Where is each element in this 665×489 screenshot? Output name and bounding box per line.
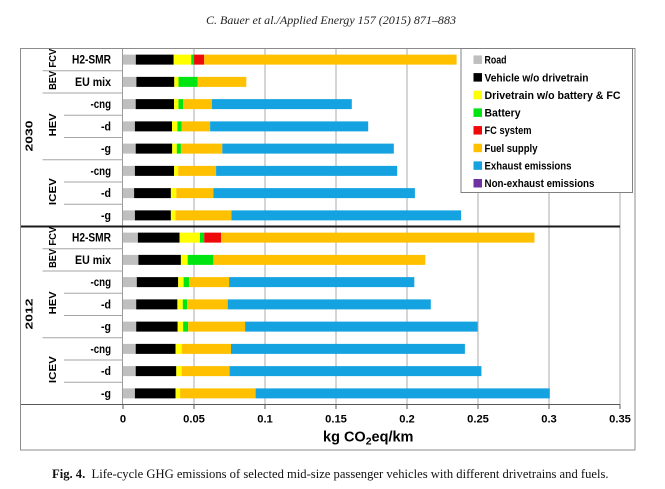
svg-text:0.1: 0.1 bbox=[257, 413, 273, 425]
svg-text:-d: -d bbox=[101, 299, 111, 311]
svg-text:-cng: -cng bbox=[91, 344, 112, 356]
svg-text:Battery: Battery bbox=[485, 108, 522, 120]
svg-text:0: 0 bbox=[120, 413, 126, 425]
svg-text:Non-exhaust emissions: Non-exhaust emissions bbox=[485, 178, 595, 190]
svg-text:Vehicle w/o drivetrain: Vehicle w/o drivetrain bbox=[485, 72, 589, 84]
svg-text:BEV: BEV bbox=[47, 71, 59, 90]
svg-text:0.25: 0.25 bbox=[467, 413, 489, 425]
svg-text:0.15: 0.15 bbox=[325, 413, 347, 425]
svg-text:-g: -g bbox=[101, 144, 111, 156]
svg-text:BEV: BEV bbox=[47, 249, 59, 268]
svg-text:2012: 2012 bbox=[24, 298, 36, 329]
svg-text:H2-SMR: H2-SMR bbox=[72, 233, 112, 245]
svg-text:2030: 2030 bbox=[24, 120, 36, 151]
svg-text:0.35: 0.35 bbox=[609, 413, 631, 425]
svg-text:0.05: 0.05 bbox=[183, 413, 205, 425]
svg-text:-cng: -cng bbox=[91, 166, 112, 178]
svg-text:EU mix: EU mix bbox=[75, 77, 112, 89]
svg-text:-d: -d bbox=[101, 188, 111, 200]
svg-text:HEV: HEV bbox=[47, 291, 59, 314]
svg-text:ICEV: ICEV bbox=[47, 356, 59, 383]
svg-text:H2-SMR: H2-SMR bbox=[72, 55, 112, 67]
svg-text:FC system: FC system bbox=[485, 125, 532, 137]
svg-text:FCV: FCV bbox=[47, 49, 59, 68]
svg-text:ICEV: ICEV bbox=[47, 178, 59, 205]
svg-text:-g: -g bbox=[101, 210, 111, 222]
svg-text:Drivetrain w/o battery & FC: Drivetrain w/o battery & FC bbox=[485, 90, 621, 102]
svg-text:-g: -g bbox=[101, 322, 111, 334]
svg-text:FCV: FCV bbox=[47, 227, 59, 246]
svg-text:C. Bauer et al./Applied Energy: C. Bauer et al./Applied Energy 157 (2015… bbox=[206, 13, 456, 27]
svg-text:Fuel supply: Fuel supply bbox=[485, 143, 539, 155]
svg-text:kg CO2eq/km: kg CO2eq/km bbox=[323, 430, 413, 448]
svg-text:EU mix: EU mix bbox=[75, 255, 112, 267]
svg-text:-d: -d bbox=[101, 121, 111, 133]
svg-text:-cng: -cng bbox=[91, 99, 112, 111]
svg-text:HEV: HEV bbox=[47, 113, 59, 136]
svg-text:Road: Road bbox=[485, 55, 507, 67]
svg-text:0.3: 0.3 bbox=[541, 413, 557, 425]
svg-text:-g: -g bbox=[101, 388, 111, 400]
svg-text:-d: -d bbox=[101, 366, 111, 378]
svg-text:-cng: -cng bbox=[91, 277, 112, 289]
svg-text:0.2: 0.2 bbox=[399, 413, 415, 425]
svg-text:Exhaust emissions: Exhaust emissions bbox=[485, 161, 572, 173]
